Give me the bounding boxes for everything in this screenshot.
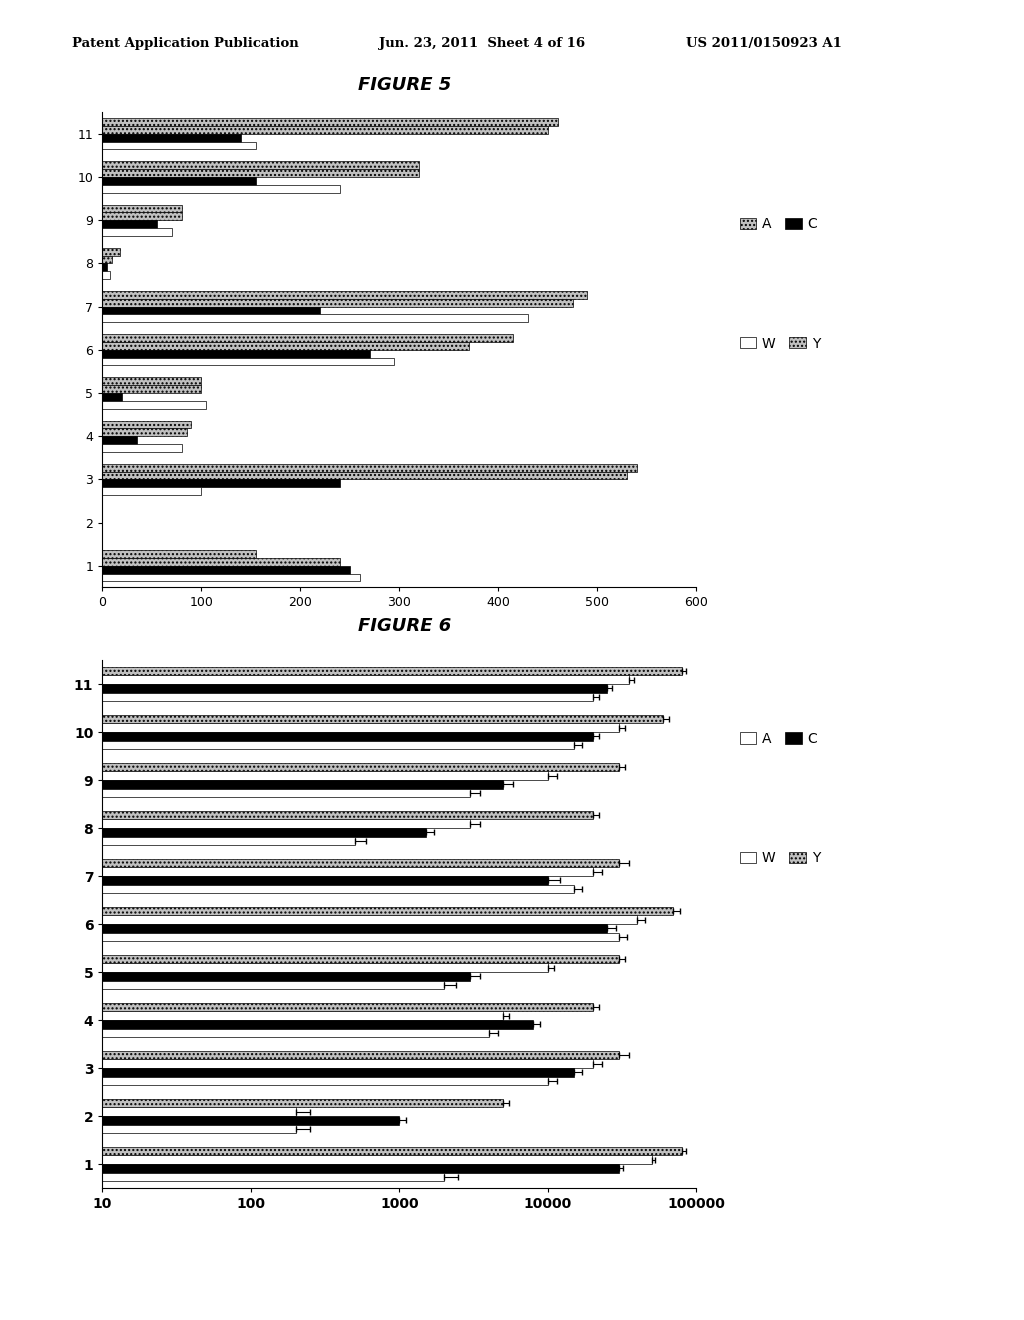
Bar [102, 306, 321, 314]
Bar [0, 723, 618, 733]
Bar [102, 566, 350, 574]
Bar [102, 248, 120, 256]
Bar [0, 933, 618, 941]
Bar [0, 907, 674, 915]
Bar [102, 401, 207, 409]
Bar [102, 169, 419, 177]
Bar [0, 684, 607, 693]
Bar [0, 1077, 548, 1085]
Bar [0, 1172, 444, 1181]
Bar [102, 574, 359, 581]
Text: US 2011/0150923 A1: US 2011/0150923 A1 [686, 37, 842, 50]
Bar [102, 550, 256, 558]
Bar [102, 290, 588, 298]
Legend: W, Y: W, Y [734, 331, 825, 356]
Bar [0, 1068, 574, 1077]
Bar [0, 810, 593, 820]
Bar [0, 915, 637, 924]
Bar [0, 954, 618, 964]
Bar [0, 1147, 682, 1155]
Bar [102, 342, 469, 350]
Bar [0, 1115, 399, 1125]
Bar [102, 429, 186, 436]
Bar [0, 876, 548, 884]
Bar [102, 228, 172, 236]
Text: Jun. 23, 2011  Sheet 4 of 16: Jun. 23, 2011 Sheet 4 of 16 [379, 37, 585, 50]
Bar [102, 205, 181, 213]
Bar [0, 884, 574, 894]
Bar [0, 693, 593, 701]
Bar [0, 714, 664, 723]
Bar [0, 1028, 488, 1038]
Bar [0, 676, 629, 684]
Text: Patent Application Publication: Patent Application Publication [72, 37, 298, 50]
Bar [102, 264, 108, 271]
Bar [102, 378, 202, 385]
Bar [0, 1051, 618, 1060]
Bar [102, 334, 513, 342]
Bar [102, 471, 627, 479]
Bar [102, 161, 419, 169]
Bar [102, 444, 181, 451]
Bar [0, 733, 593, 741]
Bar [102, 185, 340, 193]
Bar [102, 125, 548, 133]
Bar [0, 1155, 651, 1164]
Bar [0, 788, 470, 797]
Bar [0, 867, 593, 876]
Text: FIGURE 6: FIGURE 6 [357, 616, 452, 635]
Bar [102, 256, 113, 264]
Bar [0, 1020, 534, 1028]
Bar [0, 1107, 296, 1115]
Bar [102, 314, 528, 322]
Bar [0, 763, 618, 771]
Bar [102, 558, 340, 566]
Bar [102, 119, 558, 125]
Bar [102, 358, 394, 366]
Bar [0, 1060, 593, 1068]
Bar [102, 133, 241, 141]
Bar [0, 780, 503, 788]
Text: FIGURE 5: FIGURE 5 [357, 75, 452, 94]
Bar [102, 479, 340, 487]
Bar [102, 487, 202, 495]
Bar [102, 271, 111, 279]
Bar [0, 741, 574, 750]
Bar [0, 1098, 503, 1107]
Bar [0, 981, 444, 989]
Bar [0, 859, 618, 867]
Bar [102, 350, 370, 358]
Bar [102, 177, 256, 185]
Bar [0, 972, 470, 981]
Bar [0, 667, 682, 676]
Bar [102, 421, 191, 429]
Bar [0, 1011, 503, 1020]
Bar [0, 924, 607, 933]
Bar [0, 837, 354, 845]
Bar [0, 820, 470, 828]
Bar [102, 141, 256, 149]
Bar [102, 463, 637, 471]
Bar [102, 385, 202, 393]
Bar [102, 213, 181, 220]
Bar [0, 1125, 296, 1134]
Bar [0, 771, 548, 780]
Bar [102, 220, 157, 228]
Legend: W, Y: W, Y [734, 846, 825, 871]
Bar [102, 393, 122, 401]
Bar [102, 436, 137, 444]
Bar [0, 828, 426, 837]
Bar [0, 1164, 618, 1172]
Bar [0, 1003, 593, 1011]
Bar [102, 298, 572, 306]
Bar [0, 964, 548, 972]
